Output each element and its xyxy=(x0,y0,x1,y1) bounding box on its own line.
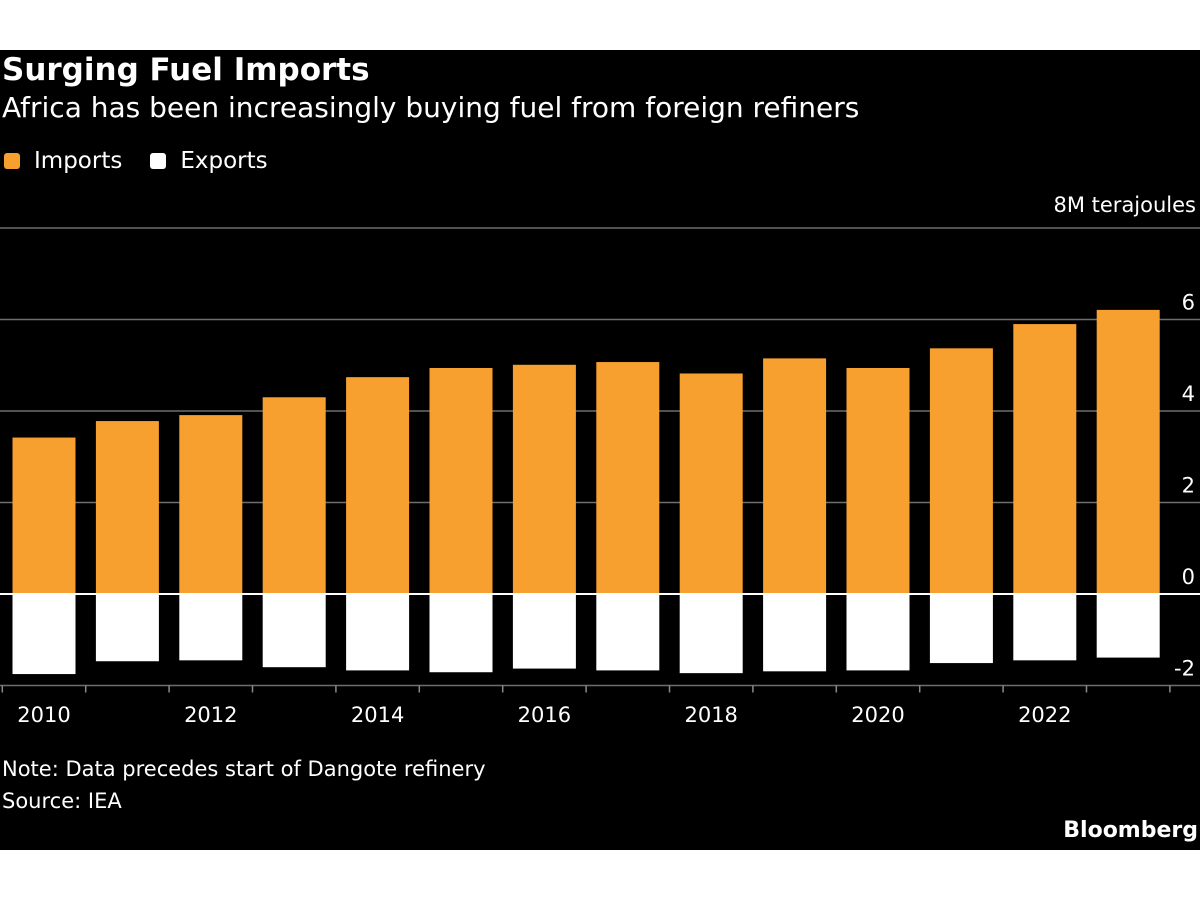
chart-source: Source: IEA xyxy=(2,789,122,813)
y-axis-unit-label: 8M terajoules xyxy=(1053,193,1197,217)
export-bar-2017 xyxy=(596,594,660,671)
export-bar-2011 xyxy=(95,594,159,662)
y-tick-label: -2 xyxy=(1174,657,1195,681)
export-bar-2020 xyxy=(846,594,910,671)
import-bar-2013 xyxy=(262,397,326,594)
legend-swatch-exports xyxy=(150,153,167,169)
legend-item-exports: Exports xyxy=(150,148,268,174)
export-bar-2010 xyxy=(12,594,76,675)
import-bar-2017 xyxy=(596,362,660,594)
x-tick-label: 2016 xyxy=(518,703,571,727)
import-bar-2012 xyxy=(179,415,243,594)
import-bar-2019 xyxy=(763,358,827,594)
import-bar-2014 xyxy=(346,377,410,594)
export-bar-2015 xyxy=(429,594,493,673)
export-bar-2012 xyxy=(179,594,243,661)
legend-item-imports: Imports xyxy=(4,148,122,174)
x-tick-label: 2014 xyxy=(351,703,404,727)
export-bar-2013 xyxy=(262,594,326,668)
y-tick-label: 2 xyxy=(1182,474,1195,498)
chart-note: Note: Data precedes start of Dangote ref… xyxy=(2,757,486,781)
x-tick-label: 2018 xyxy=(684,703,737,727)
export-bar-2014 xyxy=(346,594,410,671)
legend: Imports Exports xyxy=(4,148,296,174)
import-bar-2020 xyxy=(846,367,910,594)
legend-swatch-imports xyxy=(4,153,20,169)
x-tick-label: 2020 xyxy=(851,703,904,727)
legend-label-imports: Imports xyxy=(34,148,123,174)
export-bar-2019 xyxy=(763,594,827,672)
export-bar-2016 xyxy=(512,594,576,669)
import-bar-2010 xyxy=(12,437,76,594)
x-tick-label: 2012 xyxy=(184,703,237,727)
export-bar-2018 xyxy=(679,594,743,674)
x-tick-label: 2022 xyxy=(1018,703,1071,727)
export-bar-2023 xyxy=(1096,594,1160,658)
x-tick-label: 2010 xyxy=(17,703,70,727)
export-bar-2021 xyxy=(929,594,993,664)
y-tick-label: 4 xyxy=(1182,382,1195,406)
y-tick-label: 0 xyxy=(1182,565,1195,589)
legend-label-exports: Exports xyxy=(180,148,268,174)
import-bar-2015 xyxy=(429,367,493,594)
chart-subtitle: Africa has been increasingly buying fuel… xyxy=(2,91,860,124)
import-bar-2021 xyxy=(929,348,993,594)
import-bar-2023 xyxy=(1096,309,1160,594)
import-bar-2022 xyxy=(1013,324,1077,594)
y-tick-label: 6 xyxy=(1182,291,1195,315)
import-bar-2018 xyxy=(679,373,743,594)
chart-title: Surging Fuel Imports xyxy=(2,52,370,88)
brand-logo: Bloomberg xyxy=(1063,818,1198,843)
import-bar-2011 xyxy=(95,421,159,594)
export-bar-2022 xyxy=(1013,594,1077,661)
import-bar-2016 xyxy=(512,364,576,594)
